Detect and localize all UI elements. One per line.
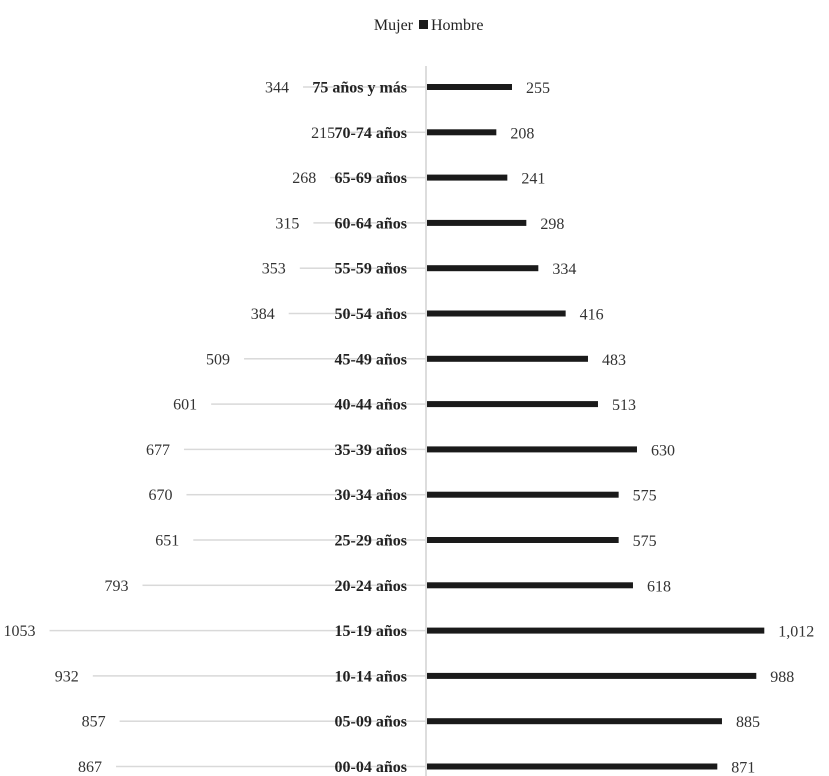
legend: Mujer Hombre [374,17,484,34]
bar-mujer [303,86,426,88]
category-label: 65-69 años [335,170,407,187]
category-label: 45-49 años [335,351,407,368]
value-label-hombre: 885 [736,714,760,731]
category-label: 00-04 años [335,759,407,776]
value-label-hombre: 575 [633,533,657,550]
value-label-hombre: 334 [552,261,576,278]
bar-hombre [427,401,598,408]
category-label: 05-09 años [335,714,407,731]
bar-hombre [427,627,765,634]
value-label-hombre: 416 [580,307,604,324]
category-label: 40-44 años [335,397,407,414]
bar-hombre [427,718,722,725]
value-label-hombre: 298 [540,216,564,233]
category-label: 10-14 años [335,668,407,685]
bar-mujer [330,176,426,179]
value-label-mujer: 1053 [4,623,36,640]
bar-hombre [427,129,497,136]
bar-hombre [427,265,539,272]
bar-mujer [288,312,426,315]
bar-hombre [427,491,619,498]
bar-hombre [427,446,637,453]
value-label-mujer: 215 [311,125,335,142]
value-label-mujer: 651 [155,533,179,550]
value-label-hombre: 513 [612,397,636,414]
category-label: 30-34 años [335,487,407,504]
bar-mujer [186,493,426,496]
bar-hombre [427,355,588,362]
value-label-mujer: 268 [292,170,316,187]
value-label-hombre: 871 [731,760,755,776]
category-label: 15-19 años [335,623,407,640]
category-label: 35-39 años [335,442,407,459]
bar-mujer [183,448,426,451]
value-label-hombre: 255 [526,80,550,97]
bar-mujer [349,131,426,134]
value-label-mujer: 601 [173,397,197,414]
category-label: 25-29 años [335,533,407,550]
value-label-mujer: 867 [78,759,102,776]
category-label: 55-59 años [335,261,407,278]
bar-mujer [193,539,426,541]
bar-mujer [299,267,426,269]
bar-hombre [427,310,566,317]
bar-mujer [116,765,427,768]
category-label: 75 años y más [312,80,407,97]
value-label-mujer: 857 [82,714,106,731]
value-label-hombre: 483 [602,352,626,369]
bar-mujer [119,720,426,722]
value-label-hombre: 988 [770,669,794,686]
bar-mujer [49,629,427,632]
value-label-mujer: 344 [265,80,289,97]
value-label-hombre: 618 [647,578,671,595]
value-label-hombre: 208 [510,125,534,142]
value-label-mujer: 793 [105,578,129,595]
legend-label-mujer: Mujer [374,17,414,34]
bar-hombre [427,763,718,770]
value-label-mujer: 315 [275,215,299,232]
legend-label-hombre: Hombre [431,17,483,34]
value-label-mujer: 353 [262,261,286,278]
value-label-hombre: 630 [651,442,675,459]
category-label: 60-64 años [335,215,407,232]
value-label-mujer: 677 [146,442,170,459]
category-label: 70-74 años [335,125,407,142]
bar-hombre [427,672,757,679]
value-label-mujer: 670 [148,487,172,504]
bar-hombre [427,537,619,543]
category-label: 50-54 años [335,306,407,323]
value-label-mujer: 509 [206,351,230,368]
value-label-hombre: 241 [521,171,545,188]
value-label-mujer: 932 [55,668,79,685]
bar-hombre [427,582,633,589]
bar-mujer [313,222,426,224]
bar-hombre [427,219,527,226]
bar-mujer [92,675,426,677]
value-label-hombre: 1,012 [778,624,814,641]
value-label-mujer: 384 [251,306,275,323]
bar-hombre [427,174,508,181]
bar-hombre [427,84,512,90]
legend-swatch-hombre [419,20,428,29]
bar-mujer [211,403,426,405]
bar-mujer [142,584,426,587]
value-label-hombre: 575 [633,488,657,505]
category-label: 20-24 años [335,578,407,595]
bar-mujer [244,358,426,360]
